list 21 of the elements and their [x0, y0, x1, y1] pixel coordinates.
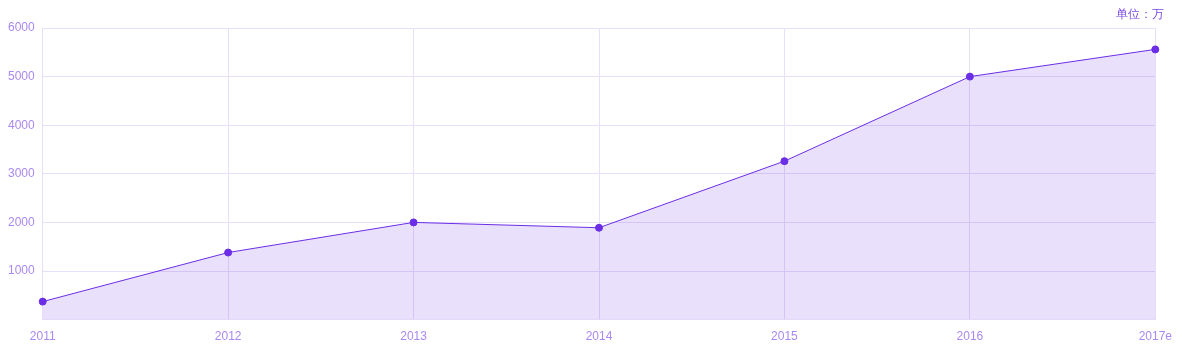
x-tick-label: 2011	[29, 329, 56, 344]
point	[1151, 45, 1160, 54]
y-tick-label: 3000	[7, 166, 36, 181]
x-tick-label: 2013	[400, 329, 428, 344]
y-tick-label: 5000	[7, 68, 36, 83]
y-tick-label: 6000	[7, 20, 36, 35]
y-tick-label: 2000	[7, 214, 36, 229]
point	[780, 157, 789, 166]
x-tick-label: 2012	[214, 329, 242, 344]
point	[965, 72, 974, 81]
x-tick-label: 2016	[956, 329, 984, 344]
point	[595, 223, 604, 232]
y-tick-label: 1000	[7, 263, 36, 278]
x-tick-label: 2015	[771, 329, 799, 344]
text: 单位：万	[1116, 6, 1164, 23]
point	[409, 218, 418, 227]
point	[224, 248, 233, 257]
x-tick-label: 2014	[585, 329, 613, 344]
y-tick-label: 4000	[7, 117, 36, 132]
x-tick-label: 2017e	[1138, 329, 1173, 344]
point	[38, 297, 47, 306]
